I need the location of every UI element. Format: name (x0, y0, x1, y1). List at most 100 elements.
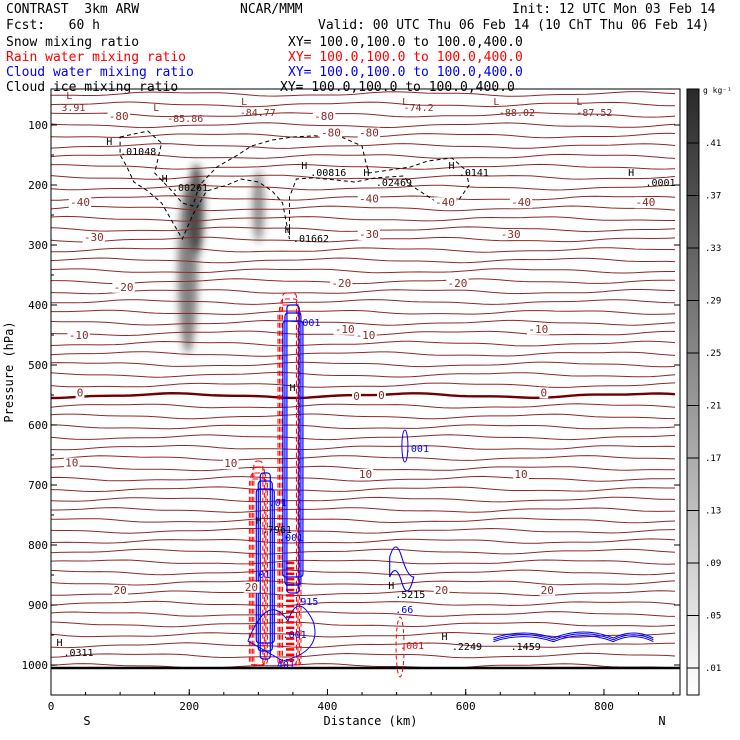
extremum-label: .01662 (293, 234, 329, 245)
y-tick-label: 400 (28, 299, 48, 312)
colorbar-label: .09 (705, 559, 721, 569)
isotherm-line (51, 91, 676, 97)
temperature-label: -30 (359, 228, 379, 241)
temperature-label: 0 (353, 390, 360, 403)
cloud-water-stratus (493, 631, 654, 639)
isotherm-line (51, 351, 676, 357)
extremum-label: H (162, 174, 168, 185)
isotherm-line (51, 527, 676, 534)
extremum-label: L (153, 103, 159, 114)
temperature-label: -20 (331, 277, 351, 290)
contour-value-label: .915 (294, 597, 318, 608)
extremum-label: H (363, 168, 369, 179)
snow-shading-2 (252, 170, 265, 242)
snow-shading-1 (188, 164, 205, 254)
extremum-label: -84.77 (240, 108, 276, 119)
temp-label-bg (509, 197, 533, 209)
isotherm-line (51, 289, 676, 295)
legend-cloudwater-xy: XY= 100.0,100.0 to 100.0,400.0 (288, 65, 523, 80)
y-tick-label: 1000 (22, 659, 49, 672)
isotherm-line (51, 475, 676, 482)
temperature-label: -80 (109, 110, 129, 123)
contour-value-label: .001 (296, 318, 320, 329)
contour-value-label: .01 (269, 498, 287, 509)
temp-label-bg (75, 387, 85, 399)
temp-label-bg (513, 469, 529, 480)
temperature-label: -10 (528, 323, 548, 336)
cloud-water-low-cell (247, 605, 316, 662)
isotherm-line (51, 580, 676, 586)
isotherm-line (51, 590, 676, 597)
rain-column-0 (248, 478, 268, 666)
temperature-label: -20 (447, 277, 467, 290)
extremum-label: H (628, 168, 634, 179)
y-axis-title: Pressure (hPa) (2, 321, 16, 422)
extremum-label: H (448, 161, 454, 172)
isotherm-line (51, 611, 676, 617)
temp-label-bg (333, 323, 356, 335)
temperature-label: -10 (335, 323, 355, 336)
isotherm-line (51, 153, 676, 159)
colorbar (686, 88, 700, 696)
temp-label-bg (243, 581, 260, 593)
cloud-water-column-1 (259, 472, 271, 660)
colorbar-label: .01 (705, 664, 721, 674)
y-tick-label: 900 (28, 599, 48, 612)
temp-label-bg (222, 458, 239, 470)
rain-column-0 (251, 466, 265, 666)
temperature-label: -20 (114, 281, 134, 294)
colorbar-label: .13 (705, 507, 721, 517)
isotherm-line (51, 434, 676, 441)
extremum-label: H (285, 225, 291, 236)
contour-value-label: .001 (400, 641, 424, 652)
isotherm-line (51, 215, 675, 222)
cloud-water-stratus (493, 635, 654, 643)
isotherm-line (51, 507, 676, 513)
extremum-label: L (576, 97, 582, 108)
temp-label-bg (539, 584, 556, 596)
isotherm-line (51, 663, 676, 669)
isotherm-line (51, 403, 676, 409)
contour-value-label: .66 (395, 605, 413, 616)
isotherm-line (51, 112, 676, 118)
temperature-label: 10 (514, 468, 527, 481)
temp-label-bg (357, 469, 374, 480)
temperature-label: -80 (314, 110, 334, 123)
isotherm-line (51, 445, 676, 451)
contour-value-label: .001 (405, 444, 429, 455)
extremum-label: .00816 (310, 168, 346, 179)
temp-label-bg (68, 197, 92, 209)
isotherm-line (51, 309, 676, 315)
isotherm-line (51, 101, 675, 108)
contour-value-label: 01 (258, 570, 270, 581)
x-tick-label: 600 (456, 700, 476, 713)
temperature-label: 0 (378, 389, 385, 402)
isotherm-line (51, 268, 675, 274)
legend-snow-xy: XY= 100.0,100.0 to 100.0,400.0 (288, 35, 523, 50)
temp-label-bg (357, 229, 381, 240)
temperature-label: -40 (511, 196, 531, 209)
isotherm-line (51, 569, 676, 576)
isotherm-line (51, 486, 675, 492)
extremum-label: -88.02 (499, 108, 535, 119)
colorbar-label: .33 (705, 244, 721, 254)
isotherm-line (51, 143, 676, 149)
isotherm-line (51, 548, 676, 555)
extremum-label: L (241, 97, 247, 108)
colorbar-label: .29 (705, 297, 721, 307)
y-tick-label: 800 (28, 539, 48, 552)
legend-snow-name: Snow mixing ratio (6, 35, 140, 50)
y-tick-label: 600 (28, 419, 48, 432)
contour-value-label: .401 (271, 660, 295, 671)
isotherm-line (51, 642, 675, 649)
isotherm-line (51, 299, 676, 305)
extremum-label: L (493, 97, 499, 108)
isotherm-line (51, 361, 676, 368)
extremum-label: H (256, 516, 262, 527)
cloud-water-small-cell (401, 429, 409, 463)
temperature-label: 0 (77, 386, 84, 399)
legend-cloudice-name: Cloud ice mixing ratio (6, 80, 179, 95)
extremum-label: H (301, 161, 307, 172)
colorbar-unit: g kg⁻¹ (703, 86, 732, 95)
colorbar-label: .25 (705, 349, 721, 359)
